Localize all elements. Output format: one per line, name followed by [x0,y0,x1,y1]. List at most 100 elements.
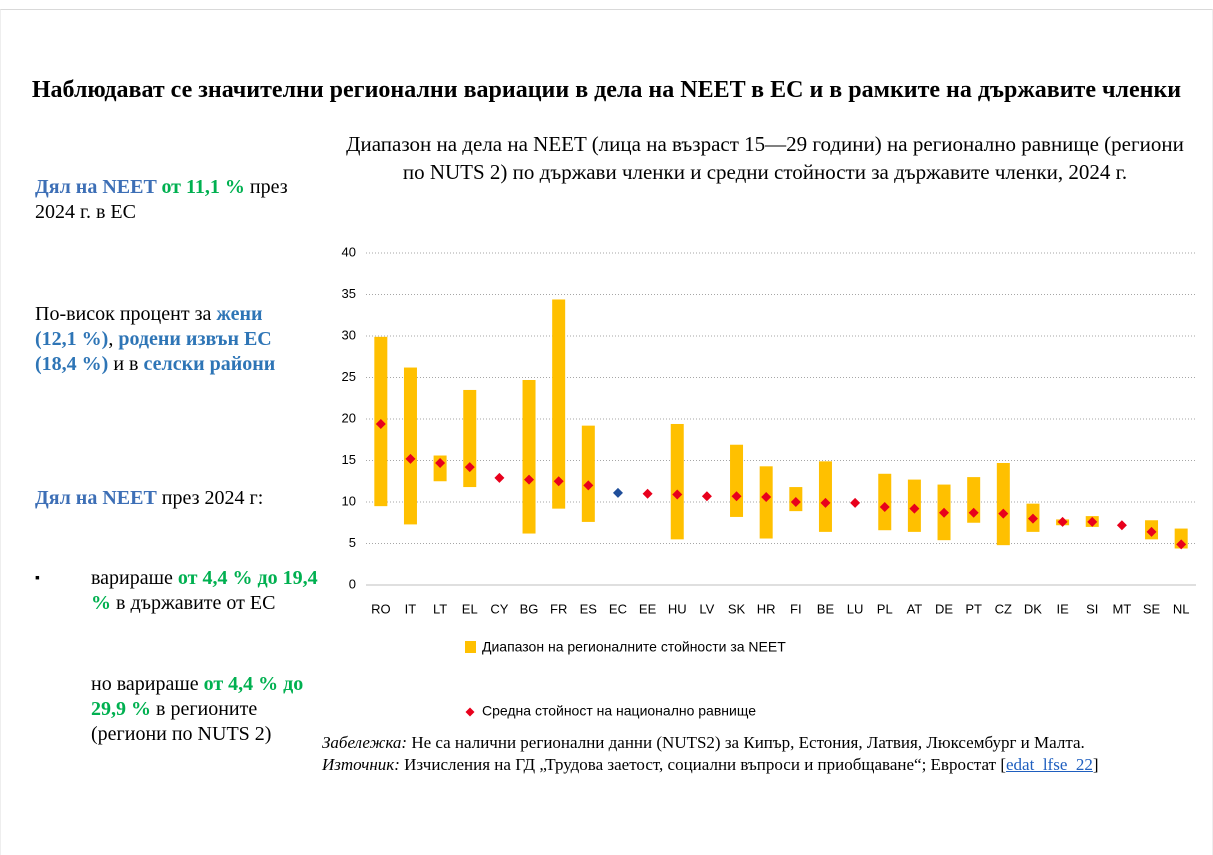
x-tick-label: SK [728,601,746,616]
x-tick-label: ES [580,601,598,616]
text-run: edat_lfse_22 [1006,755,1093,774]
sidebar-paragraph: По-висок процент за жени (12,1 %), роден… [35,302,305,377]
y-tick-label: 40 [342,244,356,259]
mean-marker [1176,539,1187,550]
mean-marker [879,501,890,512]
x-tick-label: FR [550,601,567,616]
text-run: жени (12,1 %) [35,303,263,350]
sidebar-paragraph: но варираше от 4,4 % до 29,9 % в региони… [91,672,321,747]
text-run: от 11,1 % [156,176,245,198]
legend-swatch [465,641,476,653]
x-tick-label: EL [462,601,478,616]
range-bar [403,367,417,525]
note: Източник: Изчисления на ГД „Трудова зает… [322,754,1210,776]
x-tick-label: MT [1113,601,1132,616]
mean-marker [701,491,712,502]
range-bar [552,299,566,509]
text-run: Дял на NEET [35,176,157,198]
x-tick-label: HR [757,601,776,616]
mean-marker [731,491,742,502]
mean-marker [1116,520,1127,531]
y-tick-label: 35 [342,286,356,301]
text-run: родени извън ЕС (18,4 %) [35,328,272,375]
x-tick-label: IT [405,601,417,616]
text-run: Дял на NEET [35,487,157,509]
mean-marker [790,497,801,507]
x-tick-label: EE [639,601,657,616]
range-bar [730,444,744,517]
range-bar [759,466,773,539]
x-tick-label: SI [1086,601,1098,616]
mean-marker [494,472,505,483]
x-tick-label: BE [817,601,835,616]
legend-swatch [465,707,475,717]
y-tick-label: 5 [349,535,356,550]
x-tick-label: PT [965,601,982,616]
range-bar [463,389,477,488]
text-run: от 4,4 % до 29,9 % [91,673,304,720]
text-run: от 4,4 % до 19,4 % [91,567,318,614]
mean-marker [998,508,1009,519]
text-run: но варираше [91,673,204,695]
mean-marker [435,457,446,468]
x-tick-label: EC [609,601,627,616]
x-tick-label: RO [371,601,391,616]
text-run: По-висок процент за [35,303,217,325]
legend-label: Диапазон на регионалните стойности за NE… [482,639,786,655]
mean-marker [583,480,594,491]
x-tick-label: SE [1143,601,1161,616]
x-tick-label: CZ [995,601,1012,616]
x-tick-label: PL [877,601,893,616]
text-run: Забележка: [322,733,408,752]
x-tick-label: FI [790,601,802,616]
mean-marker [761,492,772,503]
x-tick-label: DK [1024,601,1042,616]
y-tick-label: 0 [349,576,356,591]
mean-marker [939,507,950,518]
mean-marker [672,489,683,500]
x-tick-label: LU [847,601,864,616]
x-tick-label: BG [520,601,539,616]
text-run: варираше [91,567,178,589]
text-run: , [108,328,119,350]
text-run: и в [108,353,144,375]
mean-marker [405,453,416,464]
mean-marker [553,476,564,487]
text-run: Не са налични регионални данни (NUTS2) з… [407,733,1085,752]
range-bar [581,425,595,522]
mean-marker [1027,513,1038,524]
text-run: в регионите (региони по NUTS 2) [91,698,272,745]
text-run: в държавите от ЕС [111,592,276,614]
text-run: през 2024 г: [156,487,264,509]
range-bar [996,462,1010,546]
x-tick-label: HU [668,601,687,616]
text-run: Източник: [322,755,400,774]
x-tick-label: LV [699,601,714,616]
text-run: селски райони [143,353,276,375]
mean-marker [909,503,920,514]
x-tick-label: AT [907,601,923,616]
legend-label: Средна стойност на национално равнище [482,703,756,719]
note: Забележка: Не са налични регионални данн… [322,732,1210,754]
x-tick-label: LT [433,601,447,616]
mean-marker [1087,516,1098,527]
y-tick-label: 30 [342,327,356,342]
text-run: през 2024 г. в ЕС [35,176,288,223]
mean-marker [642,488,653,499]
mean-marker [612,487,623,498]
y-tick-label: 20 [342,410,356,425]
x-tick-label: NL [1173,601,1190,616]
mean-marker [1146,526,1157,537]
x-tick-label: IE [1056,601,1069,616]
text-run: ] [1092,755,1099,774]
mean-marker [524,474,535,485]
chart-title: Диапазон на дела на NEET (лица на възрас… [346,132,1184,184]
bullet: ▪ [35,571,40,586]
x-tick-label: DE [935,601,953,616]
x-tick-label: CY [490,601,508,616]
range-bar [522,379,536,534]
text-run: Изчисления на ГД „Трудова заетост, социа… [399,755,1007,774]
sidebar-paragraph: Дял на NEET през 2024 г: [35,486,275,511]
y-tick-label: 25 [342,369,356,384]
